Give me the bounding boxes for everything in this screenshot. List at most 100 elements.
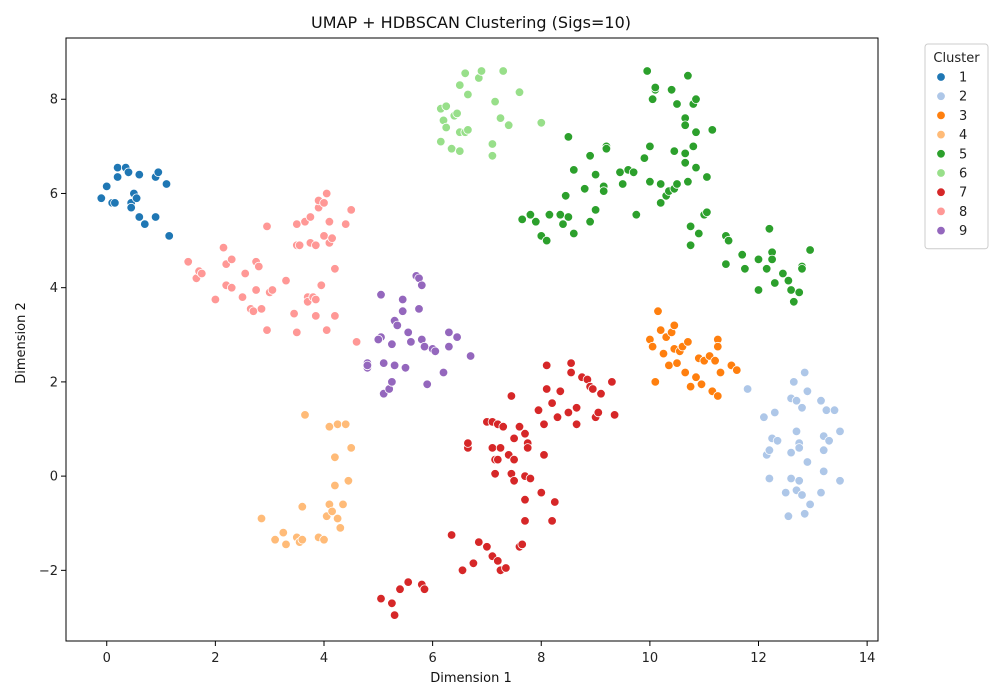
point-4-2	[278, 527, 289, 538]
point-7-32	[509, 433, 519, 444]
point-3-23	[710, 356, 720, 366]
point-5-38	[666, 85, 677, 95]
point-7-57	[571, 403, 582, 413]
point-8-32	[305, 212, 316, 222]
point-7-54	[563, 407, 574, 418]
point-9-31	[465, 351, 476, 361]
point-9-13	[398, 294, 408, 305]
series-6	[436, 66, 547, 161]
point-1-4	[112, 172, 123, 182]
point-5-4	[542, 235, 552, 246]
point-5-73	[778, 268, 788, 279]
point-2-36	[764, 473, 775, 484]
point-1-1	[101, 181, 112, 192]
legend-label-4: 4	[959, 128, 967, 143]
point-1-14	[150, 212, 161, 222]
point-6-24	[536, 118, 547, 128]
point-5-10	[563, 132, 574, 142]
point-8-18	[262, 325, 272, 335]
legend-label-9: 9	[959, 224, 967, 239]
point-5-5	[544, 209, 555, 220]
legend-marker-8	[936, 206, 946, 217]
point-5-16	[590, 205, 601, 215]
point-7-33	[514, 422, 525, 432]
point-7-15	[487, 443, 498, 453]
series-1	[96, 162, 174, 241]
point-5-41	[672, 179, 682, 189]
point-8-44	[324, 216, 335, 227]
legend-marker-1	[936, 72, 946, 82]
point-3-19	[696, 379, 707, 390]
point-8-16	[254, 261, 264, 272]
point-9-5	[379, 358, 389, 368]
point-5-11	[569, 228, 579, 239]
point-5-8	[561, 191, 571, 201]
point-1-0	[96, 193, 107, 203]
point-5-15	[585, 216, 595, 227]
point-5-49	[685, 221, 696, 232]
point-2-35	[819, 445, 829, 455]
point-8-8	[226, 254, 237, 265]
point-5-19	[599, 186, 609, 196]
point-9-16	[403, 327, 413, 338]
point-6-3	[441, 122, 451, 133]
point-8-49	[341, 219, 351, 229]
point-1-12	[134, 169, 145, 180]
point-8-22	[281, 275, 291, 286]
point-2-34	[835, 426, 845, 437]
point-7-12	[474, 537, 484, 547]
point-7-51	[550, 497, 560, 507]
point-4-19	[335, 523, 346, 533]
point-9-14	[398, 306, 408, 316]
point-3-2	[650, 377, 661, 387]
point-5-42	[672, 99, 682, 109]
point-3-28	[732, 365, 742, 375]
point-5-75	[786, 285, 796, 295]
point-5-9	[563, 212, 574, 222]
point-8-51	[351, 337, 362, 347]
point-6-22	[504, 120, 514, 130]
point-5-35	[656, 179, 666, 189]
point-5-64	[737, 249, 747, 260]
point-6-4	[441, 101, 451, 112]
point-7-46	[539, 450, 549, 460]
point-6-5	[446, 143, 457, 154]
point-3-29	[713, 391, 723, 401]
point-7-28	[506, 391, 517, 401]
point-1-8	[126, 202, 136, 213]
point-8-17	[256, 304, 267, 314]
point-8-5	[218, 242, 229, 253]
series-2	[742, 367, 845, 521]
point-8-0	[183, 257, 193, 267]
point-5-67	[753, 285, 764, 295]
point-1-3	[112, 162, 123, 173]
point-8-21	[267, 285, 278, 295]
point-5-47	[683, 70, 693, 81]
point-3-15	[683, 337, 693, 347]
point-6-20	[495, 113, 506, 123]
point-5-12	[569, 165, 579, 175]
point-3-25	[713, 341, 723, 352]
point-1-16	[153, 167, 164, 178]
point-6-0	[436, 136, 446, 147]
point-9-29	[444, 341, 454, 352]
series-9	[362, 271, 476, 399]
point-7-38	[520, 495, 530, 505]
legend-title: Cluster	[933, 51, 980, 66]
y-tick-label--2: −2	[39, 564, 58, 579]
point-1-6	[123, 167, 134, 178]
point-2-22	[800, 509, 810, 519]
point-7-23	[495, 443, 506, 453]
point-3-17	[691, 372, 701, 382]
point-6-13	[463, 89, 473, 100]
point-8-4	[210, 294, 221, 305]
point-2-3	[764, 445, 775, 455]
point-4-18	[332, 513, 343, 524]
plot-area	[96, 66, 845, 620]
point-5-50	[685, 240, 696, 251]
point-2-0	[742, 384, 753, 394]
point-5-71	[767, 254, 777, 265]
point-5-7	[558, 219, 568, 229]
point-3-14	[680, 367, 690, 378]
point-7-49	[547, 398, 557, 408]
